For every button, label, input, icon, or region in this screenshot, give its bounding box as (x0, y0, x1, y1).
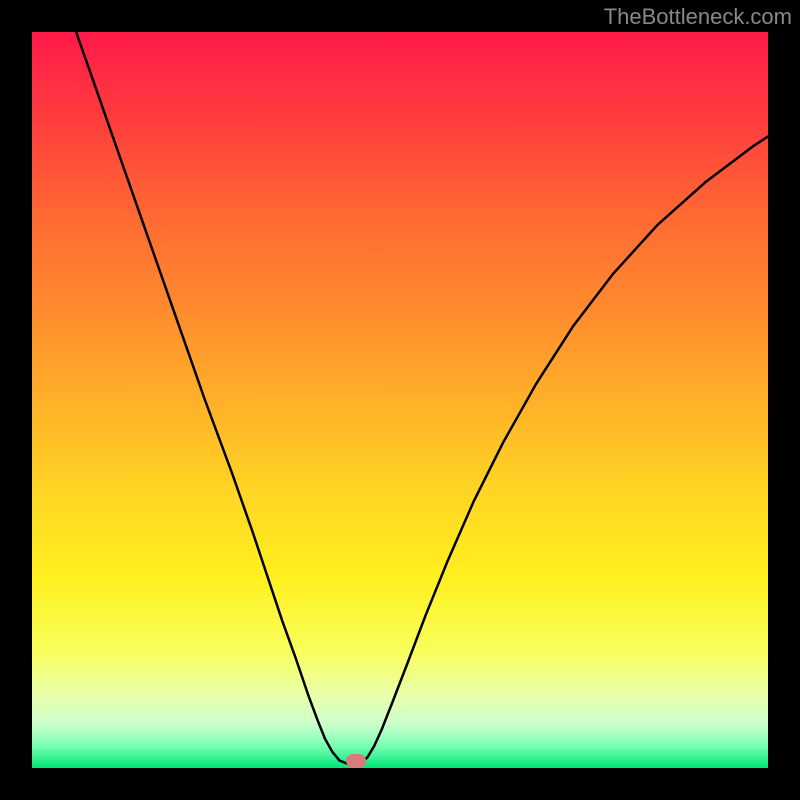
chart-svg (32, 32, 768, 768)
minimum-marker (346, 754, 366, 768)
bottleneck-chart (32, 32, 768, 768)
gradient-background (32, 32, 768, 768)
watermark-text: TheBottleneck.com (604, 4, 792, 30)
